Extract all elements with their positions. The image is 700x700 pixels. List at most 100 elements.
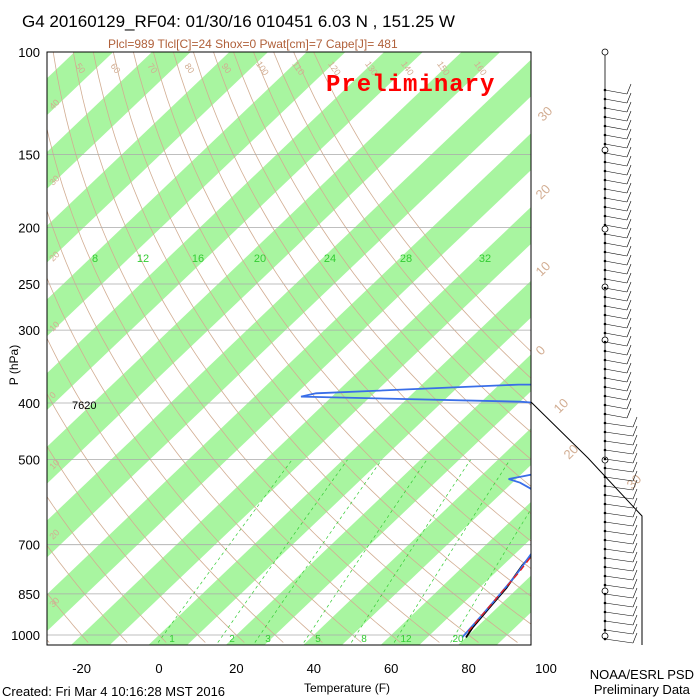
wind-barb-flag — [626, 290, 632, 302]
x-tick-label: 40 — [307, 661, 321, 676]
temperature-band — [303, 428, 531, 645]
organization-name: NOAA/ESRL PSD — [589, 667, 694, 682]
wind-barb — [604, 458, 634, 464]
wind-level-marker — [601, 48, 609, 56]
organization-credit: NOAA/ESRL PSD Preliminary Data — [590, 667, 694, 697]
wind-barb-flag — [632, 488, 638, 500]
band-temp-label: 24 — [324, 253, 336, 265]
wind-barb-flag — [626, 155, 632, 167]
mixing-ratio-line — [351, 459, 472, 643]
wind-barb — [604, 260, 628, 266]
wind-barb-flag — [626, 227, 632, 239]
wind-level-marker — [601, 225, 609, 233]
temperature-band — [47, 52, 501, 484]
wind-barb-flag — [632, 524, 638, 536]
wind-barb — [604, 557, 634, 563]
wind-barb — [604, 530, 634, 536]
dry-adiabat — [47, 544, 128, 643]
wind-barb — [604, 593, 634, 599]
wind-barb — [604, 215, 628, 221]
dry-adiabat-label: 50 — [73, 61, 87, 75]
dry-adiabat-label: 90 — [219, 61, 233, 75]
wind-barb — [604, 134, 628, 140]
dry-adiabat — [47, 496, 167, 643]
skew-temp-label: 20 — [561, 441, 582, 462]
wind-barb — [604, 323, 628, 329]
wind-barb — [604, 611, 634, 617]
temperature-band — [47, 52, 269, 263]
dry-adiabat — [72, 52, 479, 643]
wind-barb-flag — [626, 344, 632, 356]
wind-barb — [604, 233, 628, 239]
wind-barb-flag — [626, 308, 632, 320]
dry-adiabat — [173, 52, 531, 542]
wind-barb-flag — [626, 218, 632, 230]
wind-barb-flag — [632, 587, 638, 599]
dry-adiabat — [233, 52, 531, 460]
wind-panel-outline — [530, 401, 643, 645]
plot-frame — [46, 51, 532, 646]
dry-adiabat — [133, 52, 531, 597]
wind-barb — [604, 224, 628, 230]
wind-barb — [604, 476, 634, 482]
wind-barb-flag — [626, 263, 632, 275]
wind-barb-flag — [632, 497, 638, 509]
wind-barb-flag — [626, 236, 632, 248]
temperature-band — [71, 206, 531, 645]
wind-barb-flag — [632, 533, 638, 545]
chart-subtitle: Plcl=989 Tlcl[C]=24 Shox=0 Pwat[cm]=7 Ca… — [108, 37, 398, 51]
wind-barb-flag — [632, 416, 638, 428]
wind-barb — [604, 503, 634, 509]
wind-barb — [604, 152, 628, 158]
wind-barb — [604, 161, 628, 167]
dry-adiabat — [47, 393, 245, 643]
dry-adiabat — [273, 52, 531, 406]
wind-barb — [604, 494, 634, 500]
y-tick-label: 1000 — [11, 628, 40, 643]
wind-barb-flag — [626, 83, 632, 95]
skew-temp-label: 30 — [535, 103, 556, 124]
dry-adiabat-label: 60 — [108, 61, 122, 75]
wind-barb-flag — [632, 470, 638, 482]
wind-barb — [604, 386, 628, 392]
wind-barb-flag — [626, 209, 632, 221]
x-tick-label: 80 — [461, 661, 475, 676]
wind-barb — [604, 602, 634, 608]
wind-barb — [604, 620, 634, 626]
y-tick-label: 250 — [18, 277, 40, 292]
wind-barb — [604, 269, 628, 275]
mixing-ratio-line — [254, 459, 383, 643]
wind-barb — [604, 89, 628, 95]
band-temp-label: 20 — [254, 253, 266, 265]
wind-barb — [604, 341, 628, 347]
temperature-band — [225, 354, 531, 645]
wind-barb-flag — [626, 101, 632, 113]
mixing-ratio-label: 20 — [452, 634, 464, 645]
dry-adiabat — [313, 52, 531, 352]
wind-barb-flag — [626, 272, 632, 284]
wind-barb — [604, 404, 628, 410]
y-tick-label: 100 — [18, 45, 40, 60]
dry-adiabat — [47, 277, 323, 643]
wind-barb-flag — [632, 452, 638, 464]
x-axis-label: Temperature (F) — [304, 681, 391, 695]
wind-barb-flag — [626, 146, 632, 158]
wind-barb-flag — [626, 317, 632, 329]
wind-barb — [604, 413, 628, 419]
wind-barb — [604, 638, 634, 644]
wind-barb — [604, 431, 634, 437]
x-tick-label: 100 — [535, 661, 557, 676]
wind-barb-flag — [626, 191, 632, 203]
y-tick-label: 150 — [18, 148, 40, 163]
mixing-ratio-label: 12 — [400, 634, 412, 645]
wind-barb — [604, 242, 628, 248]
dry-adiabats — [47, 52, 531, 643]
wind-barb — [604, 116, 628, 122]
temperature-band — [47, 133, 531, 632]
y-tick-label: 300 — [18, 323, 40, 338]
wind-barb-flag — [626, 164, 632, 176]
dry-adiabat — [92, 52, 518, 643]
wind-barb — [604, 566, 634, 572]
wind-barb — [604, 197, 628, 203]
wind-barb — [604, 278, 628, 284]
